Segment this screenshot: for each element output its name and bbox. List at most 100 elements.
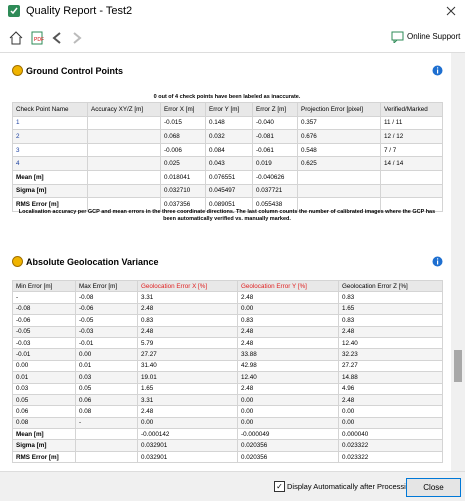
header-cell: Projection Error [pixel]: [297, 102, 381, 117]
table-row: -0.08 -0.06 2.48 0.00 1.65: [12, 302, 443, 316]
table-cell: [87, 142, 161, 158]
report-content: Ground Control Points 0 out of 4 check p…: [0, 53, 451, 471]
section-title: Ground Control Points: [26, 66, 123, 76]
summary-row: Mean [m] 0.018041 0.076551 -0.040626: [12, 169, 443, 185]
scrollbar[interactable]: [451, 53, 465, 471]
table-cell: 0.05: [75, 382, 138, 395]
table-cell: 0.032710: [160, 183, 206, 199]
table-cell: [87, 156, 161, 171]
table-cell: [380, 183, 443, 199]
table-cell: -0.000142: [137, 428, 238, 441]
table-cell: 0.00: [75, 348, 138, 361]
table-cell: 27.27: [137, 348, 238, 361]
table-cell: 0.025: [160, 156, 206, 171]
table-row: 0.01 0.03 19.01 12.40 14.88: [12, 371, 443, 384]
table-cell: 3.31: [137, 393, 238, 407]
info-icon[interactable]: [432, 65, 443, 76]
table-cell: [297, 169, 381, 185]
table-cell: -0.06: [12, 314, 76, 327]
table-cell: -0.006: [160, 142, 206, 158]
table-cell: 7 / 7: [380, 142, 443, 158]
close-button[interactable]: Close: [406, 478, 461, 497]
table-cell: 0.548: [297, 142, 381, 158]
header-cell: Max Error [m]: [75, 279, 138, 293]
header-row: Min Error [m] Max Error [m] Geolocation Er…: [12, 279, 443, 293]
table-cell: Mean [m]: [12, 169, 88, 185]
table-cell: -0.05: [75, 314, 138, 327]
table-cell: 0.023322: [338, 450, 443, 464]
table-cell: 2.48: [137, 325, 238, 338]
table-cell: -0.01: [75, 336, 138, 350]
table-row: 0.05 0.06 3.31 0.00 2.48: [12, 393, 443, 407]
scroll-thumb[interactable]: [454, 350, 462, 382]
table-cell: 0.625: [297, 156, 381, 171]
table-row: 3 -0.006 0.084 -0.061 0.548 7 / 7: [12, 142, 443, 158]
table-row: -0.03 -0.01 5.79 2.48 12.40: [12, 336, 443, 350]
table-cell: 0.00: [237, 302, 339, 316]
table-cell: 12.40: [338, 336, 443, 350]
table-cell: 0.020356: [237, 450, 339, 464]
table-cell: 0.06: [12, 405, 76, 418]
table-cell: [87, 115, 161, 131]
header-cell: Geolocation Error Y [%]: [237, 279, 339, 293]
table-cell: -0.040: [252, 115, 298, 131]
gcp-caption: Localisation accuracy per GCP and mean e…: [18, 209, 436, 222]
svg-text:PDF: PDF: [34, 37, 44, 43]
table-cell: 0.018041: [160, 169, 206, 185]
table-row: 0.00 0.01 31.40 42.98 27.27: [12, 359, 443, 373]
title-bar: Quality Report - Test2: [0, 0, 465, 22]
online-support[interactable]: Online Support: [407, 32, 461, 41]
table-cell: RMS Error [m]: [12, 450, 76, 464]
table-cell: 0.08: [12, 416, 76, 430]
table-row: - -0.08 3.31 2.48 0.83: [12, 291, 443, 304]
table-cell: -: [75, 416, 138, 430]
table-cell: -0.08: [12, 302, 76, 316]
table-cell: 19.01: [137, 371, 238, 384]
table-cell: 0.83: [338, 291, 443, 304]
table-cell: 0.08: [75, 405, 138, 418]
geolocation-table: Min Error [m] Max Error [m] Geolocation Er…: [12, 279, 443, 464]
window-title: Quality Report - Test2: [26, 5, 133, 17]
table-cell: [87, 129, 161, 144]
info-icon[interactable]: [432, 256, 443, 267]
table-cell: [380, 197, 443, 212]
header-cell: Check Point Name: [12, 102, 88, 117]
checkbox-label[interactable]: Display Automatically after Processing: [287, 482, 415, 491]
table-cell: 4: [12, 156, 88, 171]
table-cell: 0.020356: [237, 439, 339, 452]
table-cell: -0.08: [75, 291, 138, 304]
table-cell: -0.01: [12, 348, 76, 361]
table-cell: 0.03: [12, 382, 76, 395]
gcp-table: Check Point Name Accuracy XY/Z [m] Error X…: [12, 102, 443, 212]
table-cell: 0.01: [12, 371, 76, 384]
table-row: 1 -0.015 0.148 -0.040 0.357 11 / 11: [12, 115, 443, 131]
table-cell: 2.48: [338, 393, 443, 407]
table-cell: 0.00: [237, 416, 339, 430]
table-cell: 0.023322: [338, 439, 443, 452]
table-cell: 33.88: [237, 348, 339, 361]
header-cell: Geolocation Error X [%]: [137, 279, 238, 293]
nav-icons[interactable]: PDF: [8, 30, 98, 46]
table-cell: 0.00: [338, 416, 443, 430]
table-cell: 3.31: [137, 291, 238, 304]
footer: ✓ Display Automatically after Processing…: [0, 471, 465, 501]
table-cell: 0.83: [338, 314, 443, 327]
table-cell: -0.015: [160, 115, 206, 131]
header-cell: Verified/Marked: [380, 102, 443, 117]
table-cell: 12.40: [237, 371, 339, 384]
table-cell: 32.23: [338, 348, 443, 361]
table-row: -0.06 -0.05 0.83 0.83 0.83: [12, 314, 443, 327]
support-icon[interactable]: [391, 30, 404, 43]
table-cell: 14.88: [338, 371, 443, 384]
header-cell: Geolocation Error Z [%]: [338, 279, 443, 293]
checkbox[interactable]: ✓: [274, 481, 285, 492]
table-cell: [380, 169, 443, 185]
table-cell: 0.068: [160, 129, 206, 144]
summary-row: RMS Error [m] 0.037356 0.089051 0.055438: [12, 197, 443, 212]
table-cell: 0.076551: [205, 169, 253, 185]
table-cell: 3: [12, 142, 88, 158]
table-cell: 2.48: [338, 325, 443, 338]
table-cell: 0.83: [237, 314, 339, 327]
table-row: -0.01 0.00 27.27 33.88 32.23: [12, 348, 443, 361]
close-x[interactable]: [446, 6, 456, 16]
